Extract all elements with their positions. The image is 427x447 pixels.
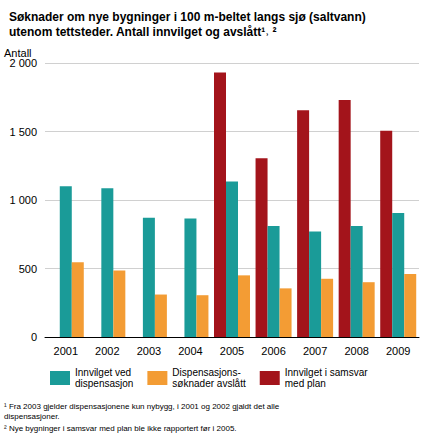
- svg-text:2 000: 2 000: [9, 57, 37, 69]
- svg-text:1 500: 1 500: [9, 126, 37, 138]
- svg-text:² Nye bygninger i samsvar med: ² Nye bygninger i samsvar med plan ble i…: [4, 424, 237, 433]
- svg-text:2003: 2003: [137, 345, 161, 357]
- svg-text:2006: 2006: [261, 345, 285, 357]
- svg-text:2002: 2002: [95, 345, 119, 357]
- svg-text:Søknader om nye bygninger i 10: Søknader om nye bygninger i 100 m-beltet…: [9, 10, 366, 24]
- svg-text:med plan: med plan: [285, 378, 326, 389]
- svg-text:Dispensasjons-: Dispensasjons-: [172, 367, 240, 378]
- svg-text:2005: 2005: [220, 345, 244, 357]
- svg-text:0: 0: [31, 331, 37, 343]
- svg-text:500: 500: [19, 263, 37, 275]
- svg-text:Antall: Antall: [4, 46, 32, 59]
- svg-text:Innvilget i samsvar: Innvilget i samsvar: [285, 367, 368, 378]
- svg-text:utenom tettsteder. Antall innv: utenom tettsteder. Antall innvilget og a…: [9, 25, 277, 39]
- svg-text:dispensasjon: dispensasjon: [75, 378, 133, 389]
- svg-text:søknader avslått: søknader avslått: [172, 378, 246, 389]
- svg-text:dispensasjoner.: dispensasjoner.: [4, 412, 60, 421]
- svg-text:2007: 2007: [303, 345, 327, 357]
- svg-text:¹ Fra 2003 gjelder dispensasjo: ¹ Fra 2003 gjelder dispensasjonene kun n…: [4, 402, 280, 411]
- svg-text:2008: 2008: [344, 345, 368, 357]
- svg-text:2004: 2004: [178, 345, 202, 357]
- svg-text:2009: 2009: [386, 345, 410, 357]
- svg-text:2001: 2001: [54, 345, 78, 357]
- svg-text:Innvilget ved: Innvilget ved: [75, 367, 131, 378]
- svg-text:1 000: 1 000: [9, 194, 37, 206]
